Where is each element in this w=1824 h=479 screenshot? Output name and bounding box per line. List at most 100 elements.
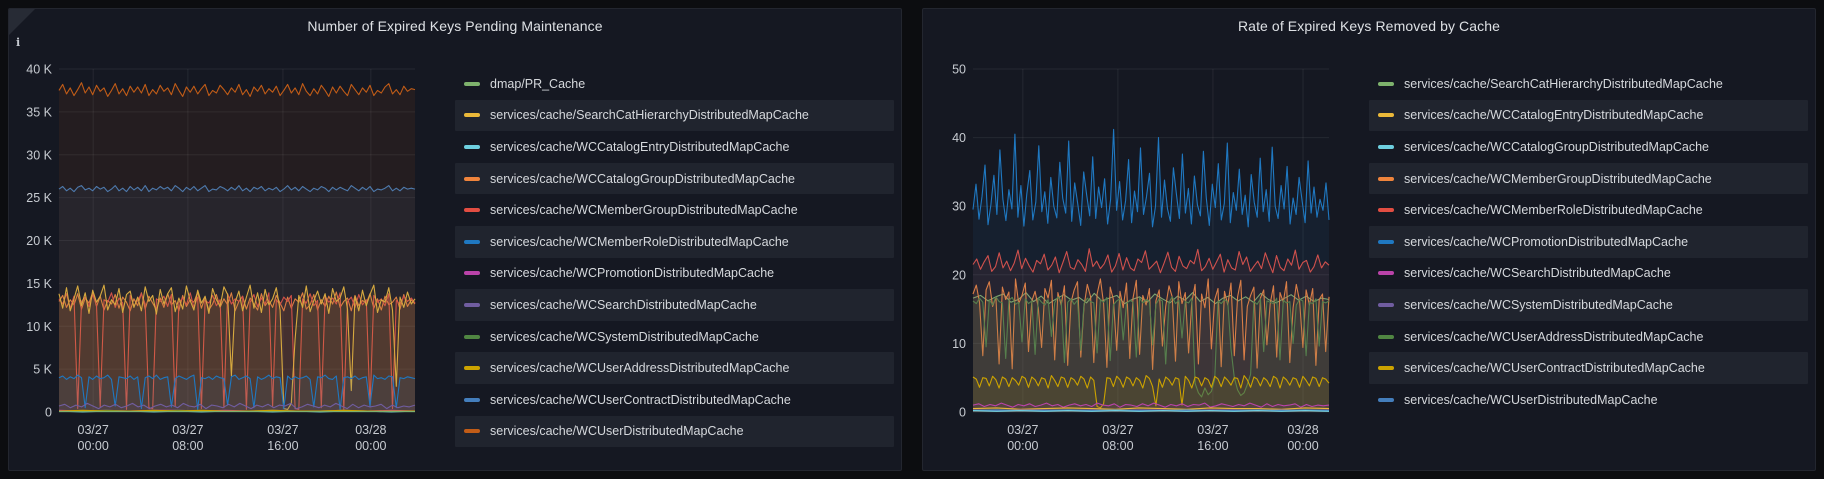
legend-item[interactable]: services/cache/WCCatalogGroupDistributed… xyxy=(1369,131,1808,163)
svg-text:03/28: 03/28 xyxy=(355,423,386,437)
legend-item[interactable]: services/cache/WCPromotionDistributedMap… xyxy=(455,258,894,290)
legend-item[interactable]: services/cache/WCCatalogEntryDistributed… xyxy=(1369,99,1808,132)
series-line xyxy=(972,375,1330,409)
legend-item-label: services/cache/WCMemberGroupDistributedM… xyxy=(1404,171,1712,186)
panel-title[interactable]: Number of Expired Keys Pending Maintenan… xyxy=(307,18,603,34)
legend-item-label: services/cache/WCCatalogEntryDistributed… xyxy=(490,139,790,154)
svg-text:0: 0 xyxy=(45,406,52,420)
legend-item[interactable]: services/cache/WCCatalogGroupDistributed… xyxy=(455,162,894,195)
svg-text:15 K: 15 K xyxy=(26,277,52,291)
legend-item-label: services/cache/SearchCatHierarchyDistrib… xyxy=(490,108,809,123)
svg-text:03/27: 03/27 xyxy=(1197,423,1228,437)
legend-item-label: services/cache/WCPromotionDistributedMap… xyxy=(1404,234,1689,249)
panel-expired-keys-removed: Rate of Expired Keys Removed by Cache 03… xyxy=(922,8,1816,471)
legend-item-label: services/cache/WCMemberRoleDistributedMa… xyxy=(1404,203,1703,218)
svg-text:03/27: 03/27 xyxy=(78,423,109,437)
series-color-swatch-icon xyxy=(464,302,480,307)
series-color-swatch-icon xyxy=(1378,113,1394,118)
svg-text:03/27: 03/27 xyxy=(1102,423,1133,437)
legend-item-label: services/cache/WCUserAddressDistributedM… xyxy=(1404,329,1704,344)
series-line xyxy=(58,284,416,410)
series-color-swatch-icon xyxy=(1378,176,1394,181)
series-color-swatch-icon xyxy=(464,334,480,339)
legend-item-label: services/cache/WCSearchDistributedMapCac… xyxy=(1404,266,1671,281)
legend-item[interactable]: services/cache/WCUserAddressDistributedM… xyxy=(455,352,894,384)
svg-text:16:00: 16:00 xyxy=(1197,439,1228,453)
legend-item[interactable]: services/cache/WCSystemDistributedMapCac… xyxy=(1369,289,1808,321)
svg-text:03/27: 03/27 xyxy=(1007,423,1038,437)
legend-item[interactable]: services/cache/WCMemberRoleDistributedMa… xyxy=(1369,194,1808,226)
legend-item-label: dmap/PR_Cache xyxy=(490,76,586,91)
svg-text:5 K: 5 K xyxy=(33,363,52,377)
series-color-swatch-icon xyxy=(1378,239,1394,244)
legend-item[interactable]: services/cache/WCSystemDistributedMapCac… xyxy=(455,321,894,353)
legend-item[interactable]: services/cache/WCUserDistributedMapCache xyxy=(1369,384,1808,416)
legend-item[interactable]: services/cache/WCUserContractDistributed… xyxy=(1369,352,1808,384)
legend-item-label: services/cache/WCCatalogEntryDistributed… xyxy=(1404,108,1704,123)
legend-item-label: services/cache/WCUserContractDistributed… xyxy=(490,392,791,407)
series-line xyxy=(972,296,1330,398)
svg-text:03/28: 03/28 xyxy=(1287,423,1318,437)
legend-item[interactable]: services/cache/SearchCatHierarchyDistrib… xyxy=(455,99,894,132)
svg-text:40: 40 xyxy=(952,131,966,145)
series-color-swatch-icon xyxy=(1378,271,1394,276)
panel-title[interactable]: Rate of Expired Keys Removed by Cache xyxy=(1237,18,1501,34)
series-color-swatch-icon xyxy=(1378,334,1394,339)
legend-item-label: services/cache/WCSearchDistributedMapCac… xyxy=(490,297,757,312)
legend-item[interactable]: services/cache/WCMemberGroupDistributedM… xyxy=(1369,162,1808,195)
legend-item[interactable]: services/cache/WCMemberGroupDistributedM… xyxy=(455,194,894,226)
legend-item[interactable]: services/cache/WCUserContractDistributed… xyxy=(455,384,894,416)
legend-item-label: services/cache/WCCatalogGroupDistributed… xyxy=(1404,139,1709,154)
legend-item-label: services/cache/WCMemberGroupDistributedM… xyxy=(490,203,798,218)
svg-text:25 K: 25 K xyxy=(26,191,52,205)
legend-item[interactable]: services/cache/WCUserAddressDistributedM… xyxy=(1369,321,1808,353)
svg-text:10 K: 10 K xyxy=(26,320,52,334)
legend: services/cache/SearchCatHierarchyDistrib… xyxy=(1369,68,1808,416)
series-line xyxy=(58,292,416,410)
info-icon: i xyxy=(16,36,21,49)
time-series-chart[interactable]: 03/27 00:00 03/27 08:00 03/27 16:00 03/28 00:00… xyxy=(15,49,425,468)
series-line xyxy=(58,185,416,193)
svg-text:0: 0 xyxy=(959,406,966,420)
series-color-swatch-icon xyxy=(464,176,480,181)
legend-item[interactable]: services/cache/WCUserDistributedMapCache xyxy=(455,415,894,448)
legend-item[interactable]: services/cache/WCSearchDistributedMapCac… xyxy=(455,289,894,321)
svg-text:08:00: 08:00 xyxy=(172,439,203,453)
series-color-swatch-icon xyxy=(1378,81,1394,86)
series-line xyxy=(58,82,416,97)
legend-item[interactable]: services/cache/WCMemberRoleDistributedMa… xyxy=(455,225,894,258)
legend-item-label: services/cache/WCPromotionDistributedMap… xyxy=(490,266,775,281)
legend-item[interactable]: services/cache/WCCatalogEntryDistributed… xyxy=(455,131,894,163)
legend: dmap/PR_Cache services/cache/SearchCatHie… xyxy=(455,68,894,448)
series-color-swatch-icon xyxy=(464,144,480,149)
legend-item[interactable]: services/cache/WCPromotionDistributedMap… xyxy=(1369,225,1808,258)
legend-item[interactable]: services/cache/SearchCatHierarchyDistrib… xyxy=(1369,68,1808,100)
svg-text:50: 50 xyxy=(952,63,966,77)
series-color-swatch-icon xyxy=(464,239,480,244)
svg-text:03/27: 03/27 xyxy=(172,423,203,437)
legend-item-label: services/cache/WCMemberRoleDistributedMa… xyxy=(490,234,789,249)
series-color-swatch-icon xyxy=(464,366,480,371)
legend-item-label: services/cache/WCSystemDistributedMapCac… xyxy=(490,329,759,344)
svg-text:00:00: 00:00 xyxy=(1287,439,1318,453)
series-color-swatch-icon xyxy=(1378,397,1394,402)
series-color-swatch-icon xyxy=(464,81,480,86)
legend-item-label: services/cache/SearchCatHierarchyDistrib… xyxy=(1404,76,1723,91)
svg-text:00:00: 00:00 xyxy=(355,439,386,453)
legend-item[interactable]: dmap/PR_Cache xyxy=(455,68,894,100)
series-line xyxy=(972,248,1330,274)
svg-text:30 K: 30 K xyxy=(26,148,52,162)
legend-item-label: services/cache/WCUserContractDistributed… xyxy=(1404,361,1705,376)
svg-text:00:00: 00:00 xyxy=(1007,439,1038,453)
legend-item[interactable]: services/cache/WCSearchDistributedMapCac… xyxy=(1369,258,1808,290)
panel-expired-keys-pending: i Number of Expired Keys Pending Mainten… xyxy=(8,8,902,471)
series-color-swatch-icon xyxy=(1378,366,1394,371)
panel-info-corner[interactable]: i xyxy=(9,9,35,48)
time-series-chart[interactable]: 03/27 00:00 03/27 08:00 03/27 16:00 03/28 00:00… xyxy=(929,49,1339,468)
legend-item-label: services/cache/WCUserAddressDistributedM… xyxy=(490,361,790,376)
svg-text:35 K: 35 K xyxy=(26,105,52,119)
series-color-swatch-icon xyxy=(1378,208,1394,213)
series-color-swatch-icon xyxy=(464,113,480,118)
series-color-swatch-icon xyxy=(464,397,480,402)
